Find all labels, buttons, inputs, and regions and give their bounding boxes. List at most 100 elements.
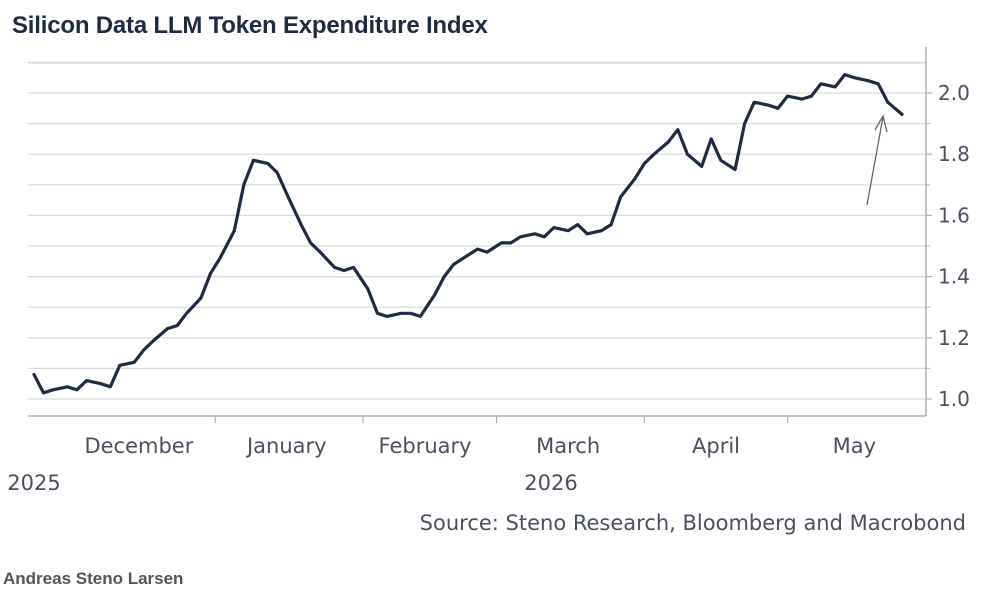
data-point xyxy=(233,229,236,232)
data-point xyxy=(843,73,846,76)
data-point xyxy=(409,312,412,315)
grid-lines xyxy=(28,61,926,400)
data-point xyxy=(300,223,302,226)
data-point xyxy=(834,86,837,88)
data-point xyxy=(33,373,35,376)
y-tick-label: 1.0 xyxy=(938,387,970,411)
data-point xyxy=(85,379,88,382)
y-tick-label: 2.0 xyxy=(938,81,970,105)
data-point xyxy=(366,287,369,290)
x-month-label: March xyxy=(536,434,600,458)
data-point xyxy=(242,183,245,186)
arrow-shaft xyxy=(866,116,884,206)
data-point xyxy=(109,385,112,388)
data-point xyxy=(42,392,45,394)
series-line xyxy=(32,73,904,395)
data-point xyxy=(99,382,102,385)
data-point xyxy=(133,361,136,364)
data-point xyxy=(810,95,813,97)
x-month-label: May xyxy=(833,434,876,458)
data-point xyxy=(786,95,789,97)
y-tick-label: 1.4 xyxy=(938,265,970,289)
data-point xyxy=(400,312,403,315)
data-point xyxy=(209,272,212,275)
x-month-label: December xyxy=(84,434,193,458)
data-point xyxy=(386,315,388,318)
data-point xyxy=(333,266,336,269)
data-point xyxy=(467,254,469,257)
data-point xyxy=(510,242,512,244)
data-point xyxy=(552,226,555,229)
data-point xyxy=(419,315,422,318)
data-point xyxy=(743,122,746,125)
data-point xyxy=(352,266,355,269)
data-point xyxy=(376,312,379,315)
data-point xyxy=(886,101,889,104)
data-point xyxy=(734,168,736,171)
data-point xyxy=(252,159,255,162)
data-point xyxy=(76,388,78,391)
data-point xyxy=(319,251,322,254)
data-point xyxy=(142,349,145,351)
series-group xyxy=(32,73,904,395)
data-point xyxy=(719,159,722,162)
x-year-label: 2026 xyxy=(524,471,577,495)
data-point xyxy=(500,242,503,244)
data-point xyxy=(800,98,803,100)
data-point xyxy=(667,141,670,143)
data-point xyxy=(586,232,589,235)
data-point xyxy=(276,171,279,174)
y-tick-label: 1.2 xyxy=(938,326,970,350)
x-ticks: December January February March April May 2025… xyxy=(7,416,876,495)
data-point xyxy=(266,162,269,165)
data-point xyxy=(576,223,579,226)
data-point xyxy=(853,76,856,79)
axes xyxy=(28,47,927,417)
chart-title: Silicon Data LLM Token Expenditure Index xyxy=(12,12,488,39)
x-month-label: February xyxy=(379,434,472,458)
data-point xyxy=(309,242,312,244)
data-point xyxy=(634,177,636,180)
x-month-label: January xyxy=(245,434,327,458)
x-month-label: April xyxy=(692,434,740,458)
annotation-arrow xyxy=(866,114,888,206)
data-point xyxy=(877,82,880,85)
arrow-head xyxy=(874,114,888,133)
data-point xyxy=(452,263,455,266)
data-point xyxy=(443,275,446,278)
data-point xyxy=(52,388,54,391)
data-point xyxy=(619,196,622,198)
data-point xyxy=(676,128,679,131)
data-point xyxy=(219,257,221,260)
data-point xyxy=(433,294,436,296)
data-point xyxy=(543,235,546,238)
data-point xyxy=(767,104,770,107)
data-point xyxy=(710,138,713,140)
x-year-label: 2025 xyxy=(7,471,60,495)
data-point xyxy=(476,248,479,251)
data-point xyxy=(610,223,612,226)
data-point xyxy=(533,232,536,235)
data-point xyxy=(519,235,522,238)
data-point xyxy=(152,340,155,342)
data-point xyxy=(600,229,603,232)
data-point xyxy=(901,113,903,116)
y-tick-label: 1.8 xyxy=(938,142,970,166)
source-note: Source: Steno Research, Bloomberg and Ma… xyxy=(419,511,966,535)
data-point xyxy=(343,269,345,272)
data-point xyxy=(820,82,822,85)
author-name: Andreas Steno Larsen xyxy=(3,569,184,588)
data-point xyxy=(567,229,570,232)
data-point xyxy=(118,364,121,367)
data-point xyxy=(686,153,689,156)
y-tick-label: 1.6 xyxy=(938,203,970,227)
y-ticks: 1.0 1.2 1.4 1.6 1.8 2.0 xyxy=(926,81,970,411)
data-point xyxy=(486,251,488,254)
data-point xyxy=(66,385,69,388)
data-point xyxy=(700,165,703,168)
data-point xyxy=(777,107,779,110)
data-point xyxy=(753,101,756,104)
data-point xyxy=(653,153,655,156)
data-point xyxy=(285,193,288,195)
